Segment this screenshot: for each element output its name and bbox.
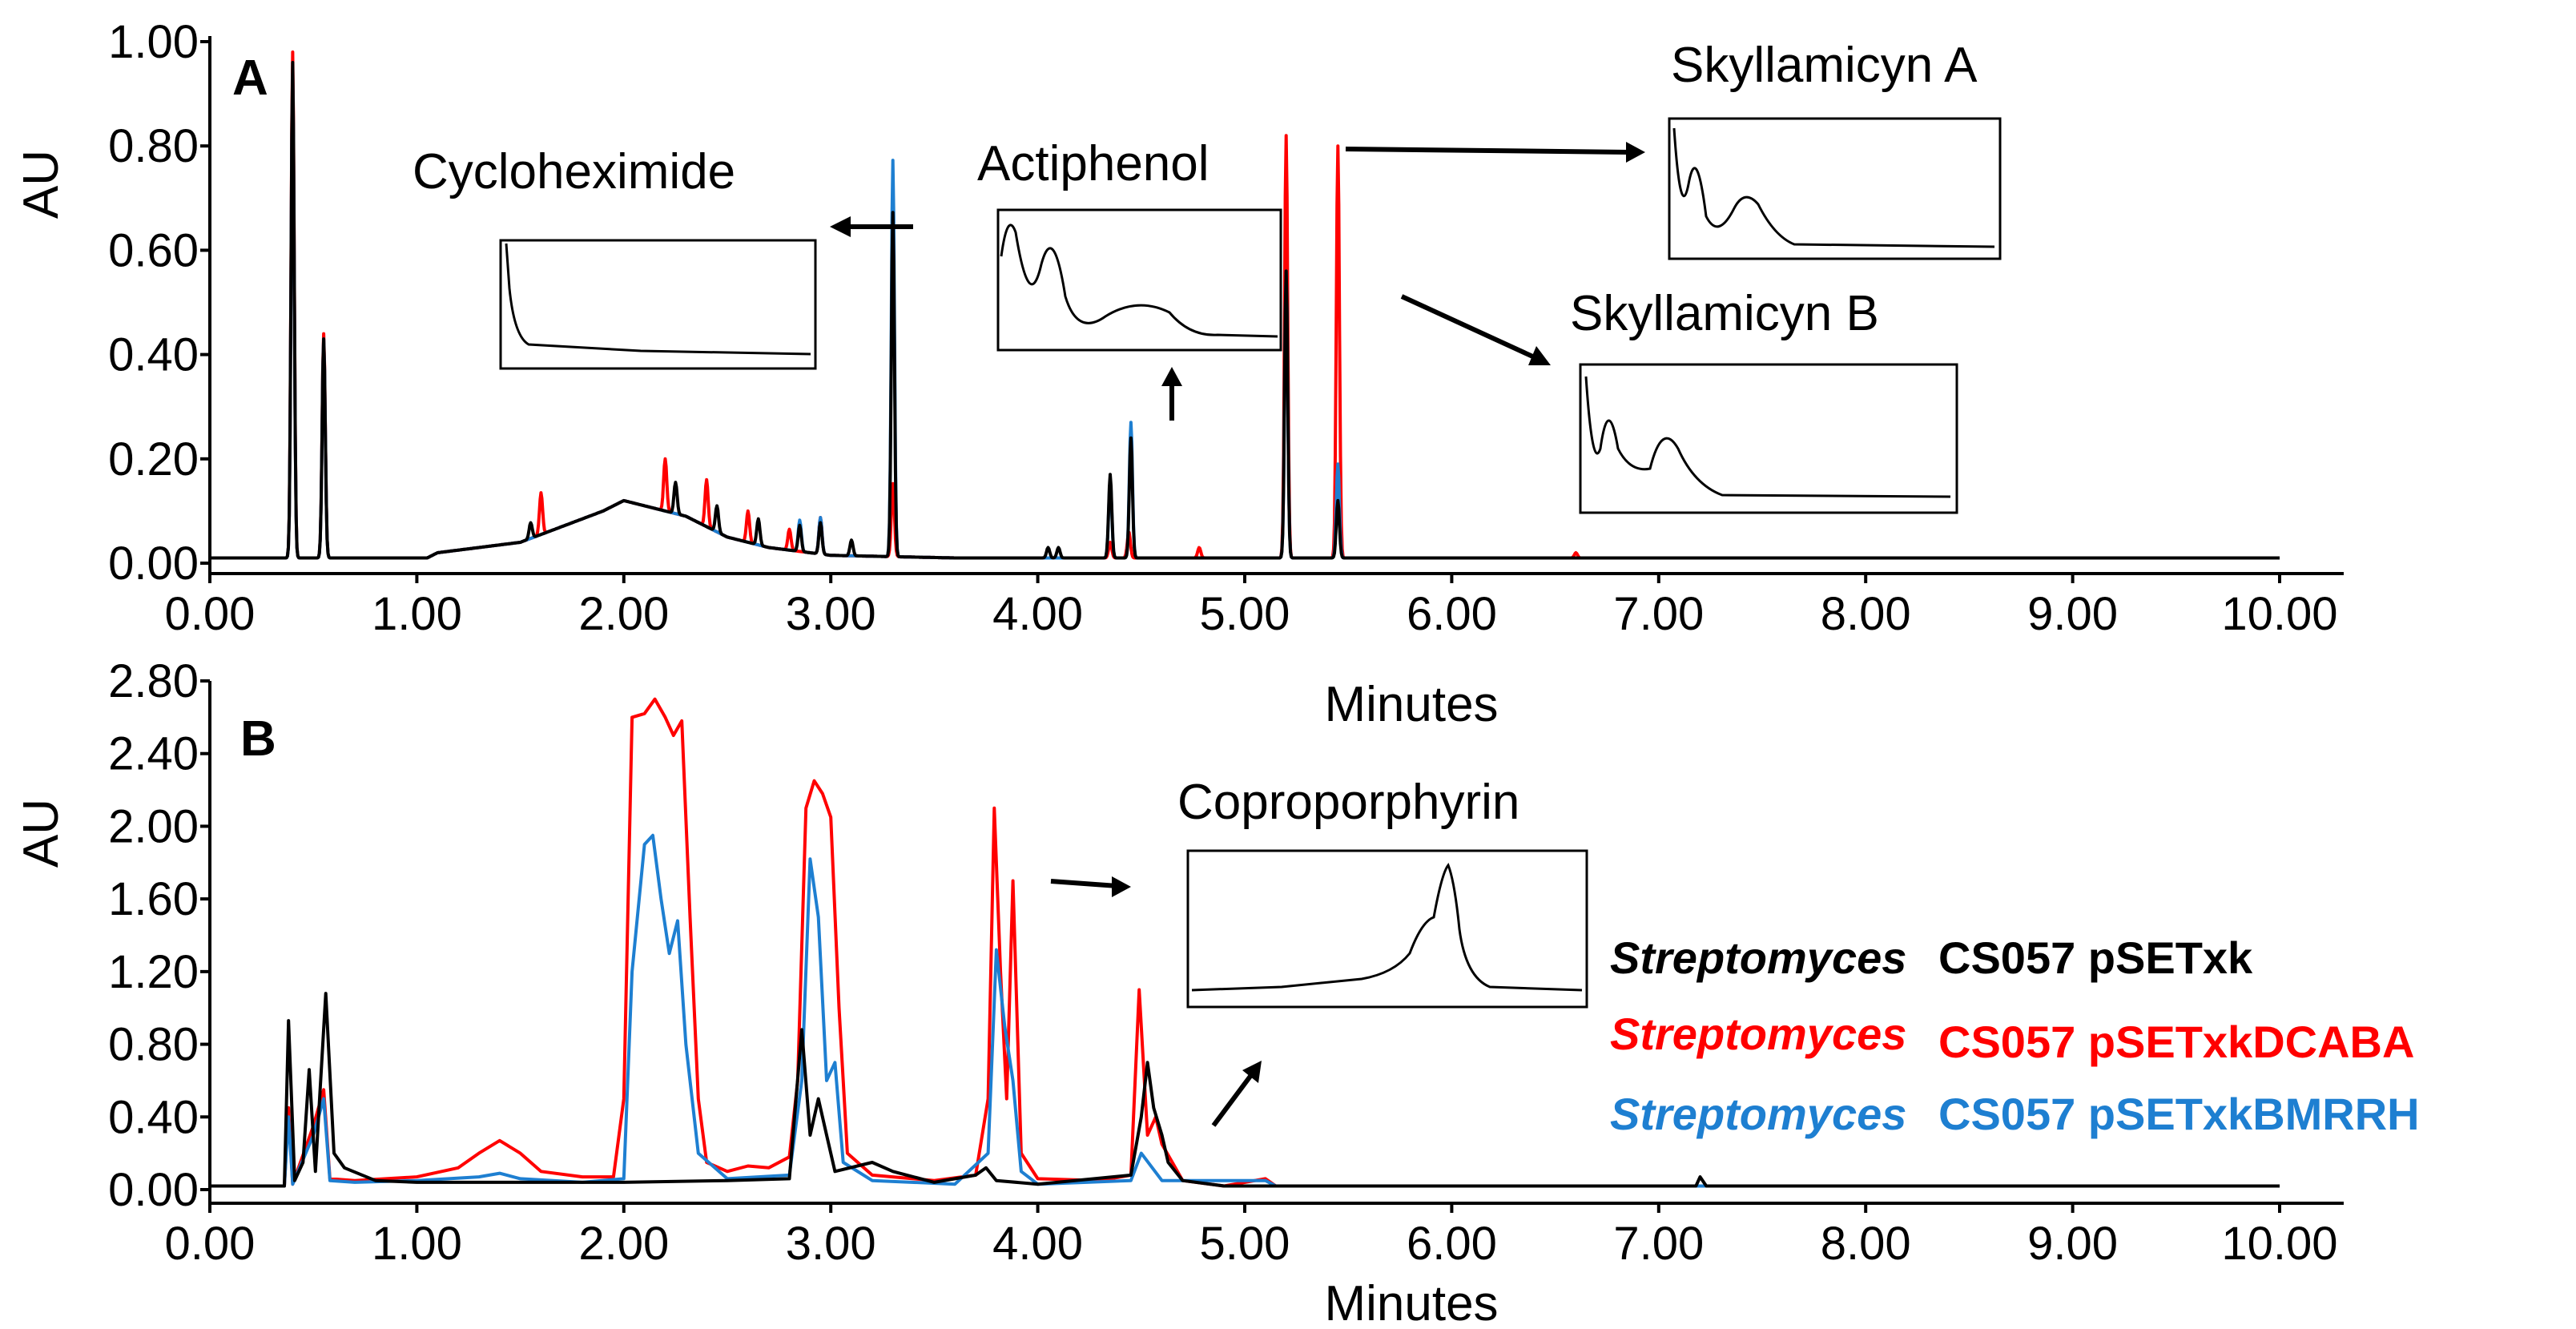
x-tick-label: 9.00 bbox=[2027, 1218, 2118, 1270]
spectrum-skyllamicyn-b bbox=[1584, 376, 1951, 498]
x-tick-label: 9.00 bbox=[2027, 588, 2118, 640]
arrow-coproporphyrin-diag bbox=[1211, 1070, 1256, 1127]
annotation-actiphenol: Actiphenol bbox=[977, 136, 1210, 191]
legend-item: Streptomyces CS057 pSETxkBMRRH bbox=[1610, 1089, 2420, 1139]
panel-b-y-ticks: 0.00 0.40 0.80 1.20 1.60 2.00 2.40 2.80 bbox=[108, 655, 210, 1216]
x-tick-label: 3.00 bbox=[786, 1218, 876, 1270]
y-tick-label: 0.80 bbox=[108, 120, 199, 172]
legend-strain-2: CS057 pSETxkDCABA bbox=[1938, 1017, 2414, 1067]
x-tick-label: 8.00 bbox=[1821, 1218, 1911, 1270]
spectrum-actiphenol bbox=[1000, 224, 1278, 338]
y-tick-label: 0.20 bbox=[108, 433, 199, 485]
annotation-coproporphyrin: Coproporphyrin bbox=[1177, 775, 1519, 830]
x-tick-label: 0.00 bbox=[165, 1218, 256, 1270]
spectrum-coproporphyrin bbox=[1191, 863, 1583, 992]
legend-strain-1: CS057 pSETxk bbox=[1938, 932, 2253, 983]
x-tick-label: 0.00 bbox=[165, 588, 256, 640]
y-tick-label: 0.40 bbox=[108, 1091, 199, 1143]
x-tick-label: 4.00 bbox=[992, 1218, 1083, 1270]
arrowhead-actiphenol bbox=[1161, 367, 1182, 386]
y-tick-label: 1.20 bbox=[108, 946, 199, 998]
panel-a-xlabel: Minutes bbox=[1324, 677, 1498, 732]
arrowhead-skyllamicyn-b bbox=[1528, 346, 1551, 365]
panel-b-label: B bbox=[240, 711, 276, 767]
series-line bbox=[210, 697, 2280, 1188]
y-tick-label: 0.80 bbox=[108, 1019, 199, 1071]
arrowhead-skyllamicyn-a bbox=[1626, 142, 1645, 163]
y-tick-label: 2.80 bbox=[108, 655, 199, 707]
panel-b-x-ticks: 0.00 1.00 2.00 3.00 4.00 5.00 6.00 7.00 8.00 9.00… bbox=[165, 1203, 2338, 1270]
x-tick-label: 2.00 bbox=[578, 1218, 669, 1270]
panel-a-y-ticks: 0.00 0.20 0.40 0.60 0.80 1.00 bbox=[108, 16, 210, 590]
y-tick-label: 0.00 bbox=[108, 538, 199, 590]
x-tick-label: 5.00 bbox=[1200, 1218, 1290, 1270]
y-tick-label: 0.60 bbox=[108, 224, 199, 276]
panel-b-traces bbox=[210, 697, 2280, 1188]
legend-species-2: Streptomyces bbox=[1610, 1009, 1906, 1059]
y-tick-label: 2.00 bbox=[108, 800, 199, 852]
x-tick-label: 1.00 bbox=[372, 588, 462, 640]
inset-actiphenol-spectrum bbox=[996, 208, 1282, 352]
panel-b-xlabel: Minutes bbox=[1324, 1276, 1498, 1329]
legend-species-3: Streptomyces bbox=[1610, 1089, 1906, 1139]
annotation-cycloheximide: Cycloheximide bbox=[413, 144, 735, 199]
x-tick-label: 6.00 bbox=[1407, 1218, 1497, 1270]
x-tick-label: 1.00 bbox=[372, 1218, 462, 1270]
panel-a-traces bbox=[209, 50, 2280, 560]
arrow-skyllamicyn-a bbox=[1345, 147, 1633, 155]
legend-species-1: Streptomyces bbox=[1610, 932, 1906, 983]
arrow-skyllamicyn-b bbox=[1400, 294, 1540, 361]
panel-a-ylabel: AU bbox=[14, 150, 69, 219]
legend: Streptomyces CS057 pSETxk Streptomyces C… bbox=[1610, 932, 2420, 1139]
panel-b: B AU Minutes 0.00 0.40 0.80 1.20 1.60 2.00 2.4… bbox=[14, 655, 2420, 1329]
legend-strain-3: CS057 pSETxkBMRRH bbox=[1938, 1089, 2420, 1139]
series-line bbox=[210, 992, 2280, 1188]
y-tick-label: 2.40 bbox=[108, 728, 199, 780]
inset-coproporphyrin-spectrum bbox=[1186, 849, 1588, 1009]
x-tick-label: 3.00 bbox=[786, 588, 876, 640]
arrowhead-cycloheximide bbox=[830, 216, 851, 237]
annotation-skyllamicyn-a: Skyllamicyn A bbox=[1671, 38, 1978, 93]
x-tick-label: 7.00 bbox=[1613, 588, 1704, 640]
x-tick-label: 10.00 bbox=[2221, 588, 2337, 640]
y-tick-label: 1.00 bbox=[108, 16, 199, 68]
legend-item: Streptomyces CS057 pSETxk bbox=[1610, 932, 2253, 983]
x-tick-label: 6.00 bbox=[1407, 588, 1497, 640]
inset-skyllamicyn-b-spectrum bbox=[1579, 363, 1958, 514]
series-line bbox=[210, 833, 2280, 1188]
x-tick-label: 5.00 bbox=[1200, 588, 1290, 640]
legend-item: Streptomyces CS057 pSETxkDCABA bbox=[1610, 1009, 2414, 1067]
x-tick-label: 8.00 bbox=[1821, 588, 1911, 640]
annotation-skyllamicyn-b: Skyllamicyn B bbox=[1570, 286, 1879, 341]
y-tick-label: 0.40 bbox=[108, 329, 199, 381]
arrowhead-coproporphyrin-right bbox=[1112, 876, 1131, 897]
panel-a: A AU Minutes 0.00 0.20 0.40 0.60 0.80 1.00 0.… bbox=[14, 16, 2344, 732]
y-tick-label: 1.60 bbox=[108, 873, 199, 925]
arrow-coproporphyrin-right bbox=[1050, 879, 1118, 888]
y-tick-label: 0.00 bbox=[108, 1164, 199, 1216]
x-tick-label: 2.00 bbox=[578, 588, 669, 640]
spectrum-skyllamicyn-a bbox=[1672, 127, 1995, 248]
spectrum-cycloheximide bbox=[505, 243, 811, 356]
series-line bbox=[209, 61, 2280, 560]
x-tick-label: 7.00 bbox=[1613, 1218, 1704, 1270]
inset-cycloheximide-spectrum bbox=[499, 239, 817, 370]
inset-skyllamicyn-a-spectrum bbox=[1668, 117, 2002, 260]
x-tick-label: 4.00 bbox=[992, 588, 1083, 640]
arrowhead-coproporphyrin-diag bbox=[1242, 1061, 1262, 1083]
x-tick-label: 10.00 bbox=[2221, 1218, 2337, 1270]
panel-b-ylabel: AU bbox=[14, 799, 69, 868]
panel-a-x-ticks: 0.00 1.00 2.00 3.00 4.00 5.00 6.00 7.00 8.00 9.00… bbox=[165, 574, 2338, 640]
panel-a-label: A bbox=[232, 50, 268, 106]
